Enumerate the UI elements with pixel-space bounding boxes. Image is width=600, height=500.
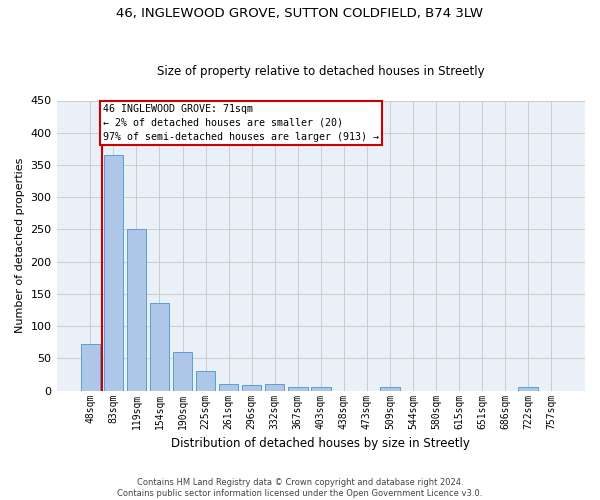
Bar	[518, 388, 538, 390]
Bar	[311, 387, 331, 390]
Y-axis label: Number of detached properties: Number of detached properties	[15, 158, 25, 334]
Text: Contains HM Land Registry data © Crown copyright and database right 2024.
Contai: Contains HM Land Registry data © Crown c…	[118, 478, 482, 498]
Bar	[219, 384, 238, 390]
Bar	[173, 352, 193, 391]
Text: 46, INGLEWOOD GROVE, SUTTON COLDFIELD, B74 3LW: 46, INGLEWOOD GROVE, SUTTON COLDFIELD, B…	[116, 8, 484, 20]
Bar	[265, 384, 284, 390]
Title: Size of property relative to detached houses in Streetly: Size of property relative to detached ho…	[157, 66, 485, 78]
Bar	[80, 344, 100, 391]
Bar	[380, 388, 400, 390]
Bar	[242, 386, 262, 390]
Bar	[127, 229, 146, 390]
Text: 46 INGLEWOOD GROVE: 71sqm
← 2% of detached houses are smaller (20)
97% of semi-d: 46 INGLEWOOD GROVE: 71sqm ← 2% of detach…	[103, 104, 379, 142]
Bar	[288, 388, 308, 390]
Bar	[196, 372, 215, 390]
Bar	[149, 303, 169, 390]
X-axis label: Distribution of detached houses by size in Streetly: Distribution of detached houses by size …	[172, 437, 470, 450]
Bar	[104, 156, 123, 390]
